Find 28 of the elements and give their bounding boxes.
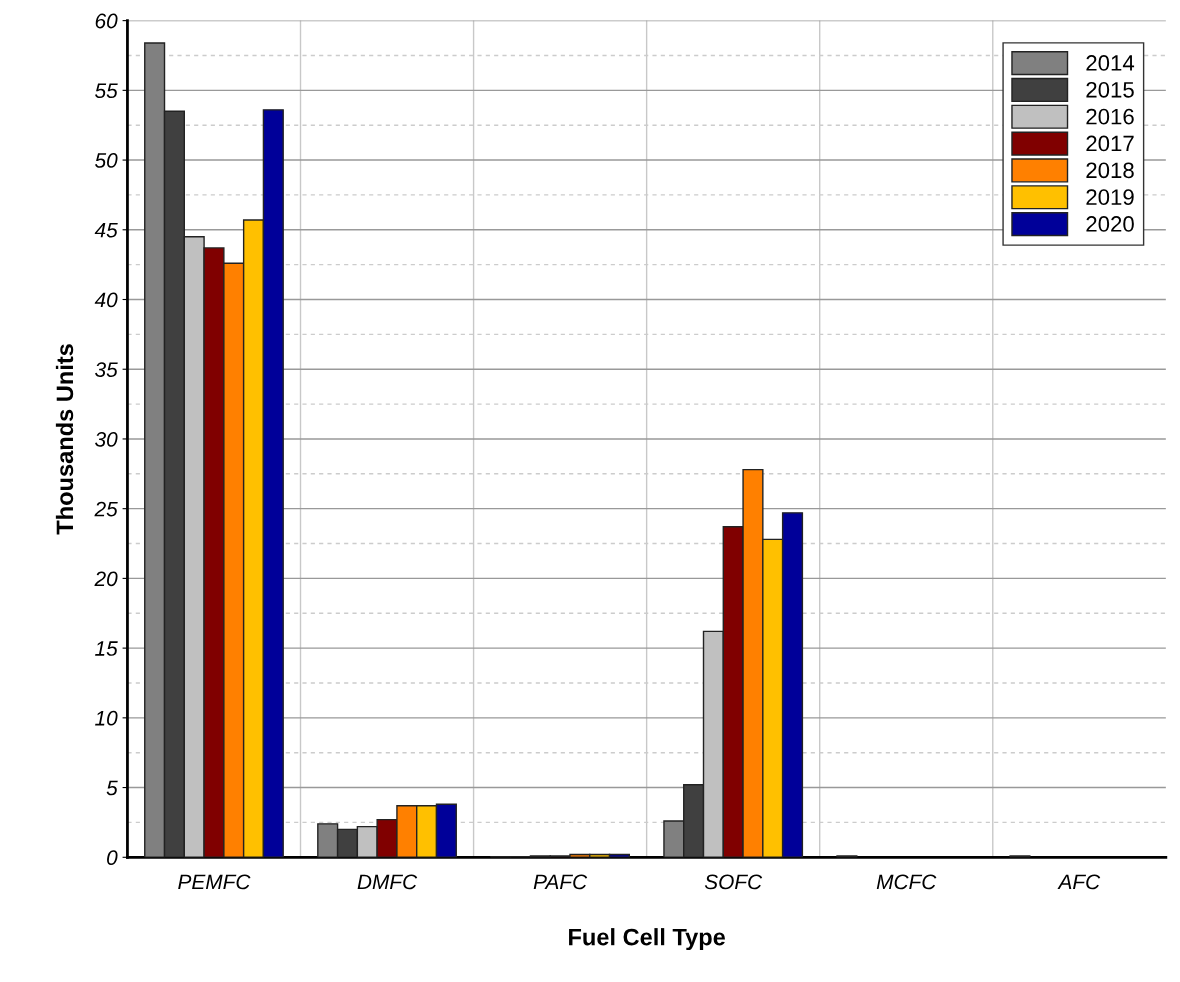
legend-label: 2018 (1086, 162, 1134, 179)
y-tick-label: 55 (95, 83, 118, 99)
legend-label: 2015 (1086, 81, 1134, 98)
legend-label: 2016 (1086, 108, 1134, 125)
legend-label: 2020 (1086, 216, 1134, 232)
y-tick-label: 35 (95, 362, 118, 377)
y-tick-label: 25 (94, 501, 118, 517)
y-tick-label: 15 (95, 641, 118, 656)
y-tick-label: 45 (94, 223, 118, 238)
y-tick-label: 0 (107, 850, 118, 866)
y-tick-label: 60 (95, 13, 118, 29)
y-tick-label: 30 (95, 431, 118, 447)
x-tick-label: MCFC (876, 874, 937, 890)
legend-label: 2014 (1086, 55, 1135, 71)
y-tick-label: 5 (106, 780, 118, 796)
x-axis-title: Fuel Cell Type (569, 928, 725, 951)
x-tick-label: PEMFC (178, 874, 251, 890)
legend-label: 2017 (1086, 135, 1134, 152)
y-tick-label: 10 (95, 710, 118, 726)
legend-label: 2019 (1086, 189, 1134, 206)
x-tick-label: DMFC (357, 874, 418, 890)
y-tick-label: 50 (95, 153, 118, 168)
y-axis-title: Thousands Units (55, 344, 74, 535)
x-tick-label: SOFC (704, 874, 763, 890)
x-tick-label: AFC (1057, 874, 1101, 890)
y-tick-label: 40 (94, 292, 118, 308)
y-tick-label: 20 (94, 571, 118, 587)
x-tick-label: PAFC (533, 874, 588, 890)
